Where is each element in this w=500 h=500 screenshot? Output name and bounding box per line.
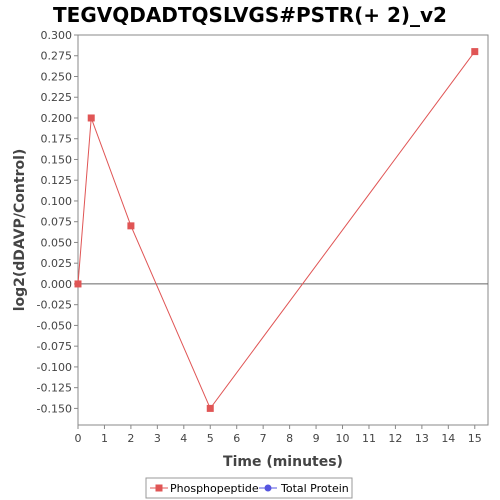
y-tick-label: 0.025	[41, 257, 73, 270]
legend: Phosphopeptide Total Protein	[145, 477, 353, 499]
y-tick-label: -0.075	[37, 340, 72, 353]
x-tick-label: 9	[313, 432, 320, 445]
chart-title: TEGVQDADTQSLVGS#PSTR(+ 2)_v2	[53, 3, 447, 27]
x-axis: 0 1 2 3 4 5 6 7 8 9 10 11 12 13 14 15	[75, 425, 482, 445]
y-tick-label: 0.050	[41, 236, 73, 249]
y-tick-label: 0.300	[41, 29, 73, 42]
x-tick-label: 12	[388, 432, 402, 445]
legend-label-total-protein: Total Protein	[280, 482, 349, 495]
data-point	[206, 404, 214, 412]
x-tick-label: 0	[75, 432, 82, 445]
x-tick-label: 6	[233, 432, 240, 445]
legend-box	[145, 477, 353, 499]
x-tick-label: 3	[154, 432, 161, 445]
x-axis-label: Time (minutes)	[223, 454, 343, 470]
y-tick-label: -0.150	[37, 402, 72, 415]
x-tick-label: 13	[415, 432, 429, 445]
data-point	[87, 114, 95, 122]
x-tick-label: 7	[260, 432, 267, 445]
y-tick-label: -0.125	[37, 382, 72, 395]
y-tick-label: 0.275	[41, 50, 73, 63]
x-tick-label: 15	[468, 432, 482, 445]
x-tick-label: 5	[207, 432, 214, 445]
data-point	[74, 280, 82, 288]
y-tick-label: 0.125	[41, 174, 73, 187]
y-tick-label: 0.175	[41, 133, 73, 146]
x-tick-label: 4	[180, 432, 187, 445]
legend-marker-total-protein	[264, 484, 272, 492]
x-tick-label: 1	[101, 432, 108, 445]
y-tick-label: 0.100	[41, 195, 73, 208]
legend-label-phosphopeptide: Phosphopeptide	[170, 482, 259, 495]
y-tick-label: 0.250	[41, 70, 73, 83]
y-axis: 0.300 0.275 0.250 0.225 0.200 0.175 0.150 0.125…	[37, 29, 78, 415]
x-tick-label: 10	[336, 432, 350, 445]
data-point	[127, 222, 135, 230]
y-tick-label: 0.225	[41, 91, 73, 104]
y-tick-label: 0.075	[41, 216, 73, 229]
x-tick-label: 14	[441, 432, 455, 445]
data-point	[471, 48, 479, 56]
x-tick-label: 11	[362, 432, 376, 445]
plot-area	[77, 34, 489, 426]
legend-marker-phosphopeptide	[155, 484, 163, 492]
x-tick-label: 2	[127, 432, 134, 445]
y-tick-label: 0.000	[41, 278, 73, 291]
x-tick-label: 8	[286, 432, 293, 445]
y-tick-label: 0.200	[41, 112, 73, 125]
y-tick-label: -0.025	[37, 299, 72, 312]
y-axis-label: log2(dDAVP/Control)	[12, 149, 28, 312]
y-tick-label: -0.100	[37, 361, 72, 374]
series-group	[74, 48, 479, 412]
y-tick-label: 0.150	[41, 153, 73, 166]
y-tick-label: -0.050	[37, 319, 72, 332]
